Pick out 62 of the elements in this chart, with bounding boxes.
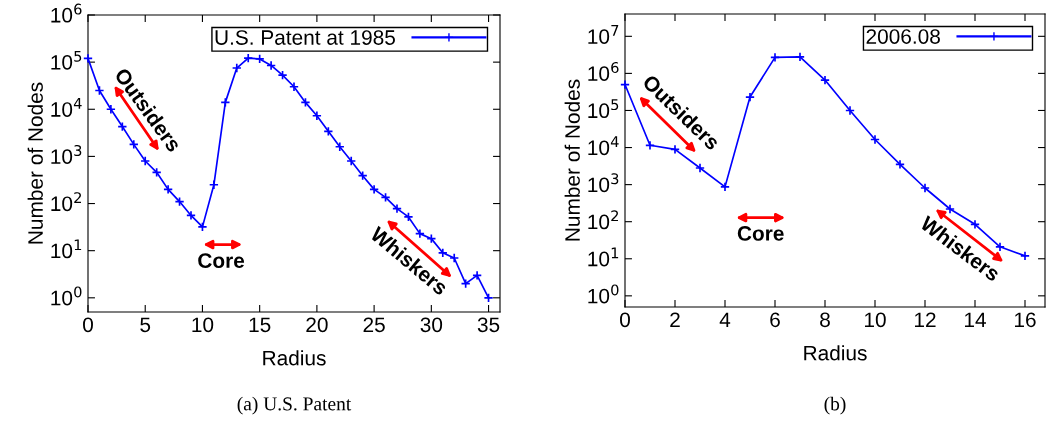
annotation: Core	[737, 226, 784, 241]
point	[1019, 250, 1031, 261]
point	[744, 92, 756, 103]
x-tick-label: 5	[140, 317, 151, 333]
y-axis-title: Number of Nodes	[27, 82, 43, 244]
point	[449, 252, 460, 263]
y-tick-label: 10$^{7}$	[588, 25, 619, 44]
point	[919, 183, 931, 194]
y-tick-label: 10$^{4}$	[51, 98, 82, 117]
x-tick-label: 14	[965, 312, 986, 327]
y-tick-label: 10$^{2}$	[588, 210, 618, 230]
y-tick-label: 10$^{3}$	[51, 145, 82, 164]
point	[208, 179, 219, 190]
y-tick-label: 10$^{0}$	[588, 284, 619, 304]
y-axis-title: Number of Nodes	[564, 79, 580, 241]
y-tick-label: 10$^{4}$	[588, 136, 619, 156]
x-tick-label: 10	[192, 317, 214, 333]
y-tick-label: 10$^{5}$	[588, 99, 619, 119]
x-tick-label: 16	[1015, 312, 1036, 328]
point	[105, 104, 116, 115]
legend-label: U.S. Patent at 1985	[215, 30, 395, 45]
x-tick-label: 2	[670, 312, 680, 327]
x-tick-label: 30	[420, 317, 443, 333]
y-tick-label: 10$^{0}$	[51, 286, 82, 306]
x-tick-label: 8	[820, 312, 830, 328]
y-tick-label: 10$^{5}$	[51, 50, 82, 70]
point	[472, 270, 483, 281]
x-tick-label: 10	[865, 312, 886, 328]
x-tick-label: 15	[249, 317, 271, 333]
y-tick-label: 10$^{1}$	[588, 247, 619, 267]
point	[694, 163, 706, 174]
x-axis-title: Radius	[263, 350, 326, 366]
point	[140, 155, 151, 166]
point	[719, 181, 731, 192]
x-tick-label: 35	[477, 317, 500, 333]
y-tick-label: 10$^{6}$	[588, 61, 619, 81]
point	[151, 167, 162, 178]
point	[944, 203, 956, 214]
x-tick-label: 6	[770, 312, 780, 328]
text: (a) U.S. Patent	[237, 396, 352, 415]
x-tick-label: 12	[915, 312, 936, 327]
point	[819, 75, 831, 86]
legend-label: 2006.08	[866, 29, 940, 44]
x-tick-label: 20	[306, 317, 328, 333]
y-tick-label: 10$^{1}$	[51, 239, 82, 259]
point	[243, 53, 254, 64]
point	[254, 53, 265, 64]
x-tick-label: 4	[719, 312, 731, 327]
y-tick-label: 10$^{2}$	[51, 192, 81, 212]
point	[288, 81, 300, 92]
text: (b)	[824, 396, 846, 415]
annotation: Core	[198, 253, 245, 268]
y-tick-label: 10$^{6}$	[51, 3, 82, 23]
point	[311, 110, 322, 121]
point	[346, 155, 357, 166]
x-tick-label: 0	[83, 317, 93, 333]
point	[231, 63, 242, 74]
point	[334, 141, 345, 152]
x-tick-label: 25	[363, 317, 385, 333]
x-axis-title: Radius	[804, 345, 867, 361]
y-tick-label: 10$^{3}$	[588, 173, 619, 193]
x-tick-label: 0	[620, 312, 630, 328]
